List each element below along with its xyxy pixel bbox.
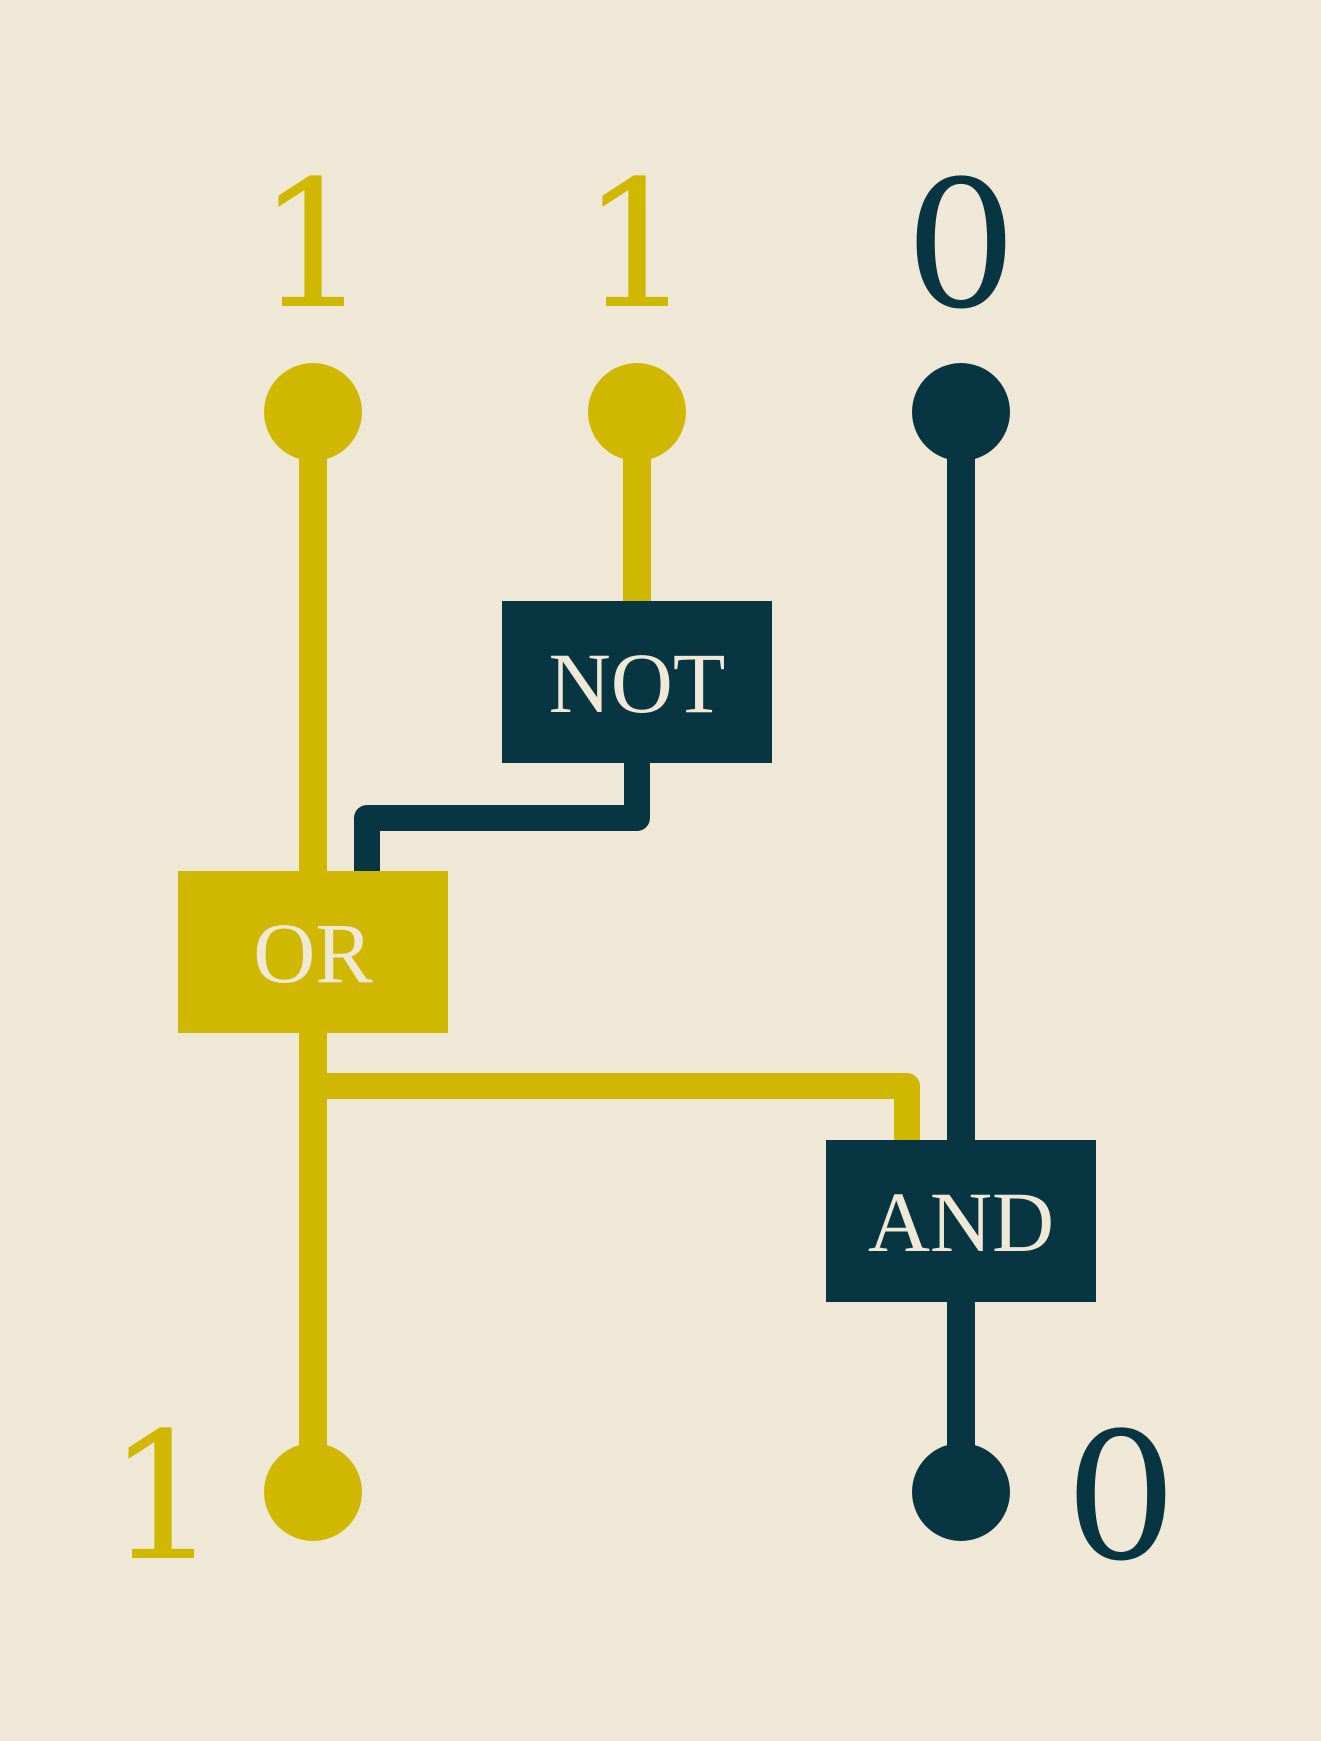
not-gate-box — [502, 601, 772, 763]
output-value-1: 1 — [107, 1395, 219, 1600]
and-gate: AND — [826, 1140, 1096, 1302]
output-node-1 — [264, 1443, 362, 1541]
wire-not-to-or — [354, 749, 650, 887]
output-node-2 — [912, 1443, 1010, 1541]
or-gate-label: OR — [253, 905, 373, 1001]
not-gate: NOT — [502, 601, 772, 763]
and-gate-label: AND — [868, 1174, 1054, 1270]
input-node-1 — [264, 363, 362, 461]
input-node-3 — [912, 363, 1010, 461]
or-gate: OR — [178, 871, 448, 1033]
input-value-2: 1 — [581, 143, 693, 348]
input-node-2 — [588, 363, 686, 461]
input-value-1: 1 — [257, 143, 369, 348]
input-value-3: 0 — [905, 143, 1017, 348]
wire-or-to-and — [300, 1073, 920, 1155]
not-gate-label: NOT — [549, 635, 726, 731]
or-gate-box — [178, 871, 448, 1033]
output-value-2: 0 — [1065, 1395, 1177, 1600]
and-gate-box — [826, 1140, 1096, 1302]
